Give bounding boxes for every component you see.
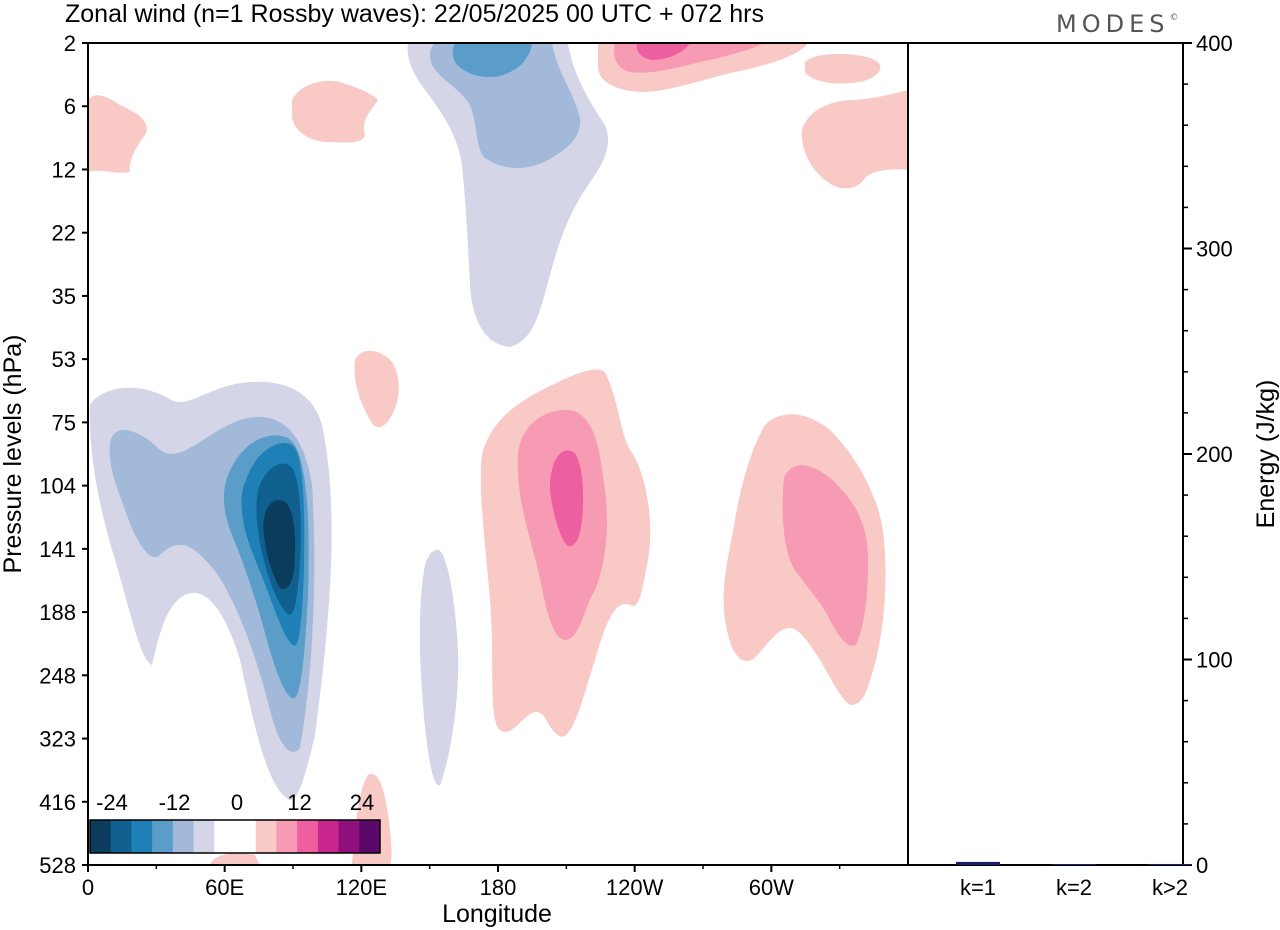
neg-streak-4 <box>419 549 459 786</box>
colorbar-swatch <box>359 820 381 853</box>
energy-tick-label: 200 <box>1196 442 1233 467</box>
energy-tick-label: 100 <box>1196 648 1233 673</box>
colorbar-swatch <box>297 820 319 853</box>
y-tick-label: 2 <box>64 31 76 56</box>
y-tick-label: 323 <box>39 727 76 752</box>
colorbar-label: 12 <box>287 790 311 815</box>
y-tick-label: 6 <box>64 94 76 119</box>
x-tick-label: 120W <box>606 875 664 900</box>
y-tick-label: 248 <box>39 663 76 688</box>
bar-category-label: k=2 <box>1056 875 1092 900</box>
brand-logo: MODES© <box>1056 10 1183 38</box>
colorbar-label: 24 <box>350 790 374 815</box>
y-tick-label: 22 <box>52 221 76 246</box>
copyright-mark: © <box>1169 13 1183 23</box>
colorbar-swatch <box>90 820 112 853</box>
y-tick-label: 35 <box>52 284 76 309</box>
y-tick-label: 53 <box>52 347 76 372</box>
x-tick-label: 120E <box>336 875 387 900</box>
colorbar-swatch <box>338 820 360 853</box>
y-tick-label: 104 <box>39 474 76 499</box>
neg-strat-12 <box>452 43 532 78</box>
x-tick-label: 60W <box>749 875 794 900</box>
energy-bar <box>1148 863 1192 865</box>
x-tick-label: 0 <box>82 875 94 900</box>
colorbar: -24 -12 0 12 24 <box>89 790 381 854</box>
energy-bar <box>1052 864 1096 865</box>
energy-tick-label: 0 <box>1196 853 1208 878</box>
pos-patch-surface-b <box>210 853 260 865</box>
pressure-axis: 2 6 12 22 35 53 75 104 141 188 248 323 416 528 <box>39 31 88 878</box>
x-tick-label: 60E <box>205 875 244 900</box>
colorbar-swatch <box>152 820 174 853</box>
y-tick-label: 141 <box>39 537 76 562</box>
bar-category-label: k=1 <box>960 875 996 900</box>
x-axis-label: Longitude <box>442 900 552 928</box>
colorbar-swatch <box>172 820 195 853</box>
colorbar-swatch <box>110 820 132 853</box>
colorbar-swatch <box>255 820 277 853</box>
pos-patch-mid-a <box>354 350 399 428</box>
colorbar-swatch <box>214 820 236 853</box>
pos-patch-strat-c <box>801 90 908 189</box>
bar-category-label: k>2 <box>1152 875 1188 900</box>
pos-strat-12-east <box>636 43 690 60</box>
colorbar-label: -12 <box>159 790 191 815</box>
colorbar-swatch <box>276 820 298 853</box>
pos-patch-west <box>88 95 147 173</box>
longitude-axis: 0 60E 120E 180 120W 60W <box>82 865 841 900</box>
energy-axis: 0 100 200 300 400 <box>1183 31 1233 878</box>
y-tick-label: 12 <box>52 157 76 182</box>
colorbar-swatch <box>235 820 257 853</box>
pos-patch-strat-a <box>292 80 378 143</box>
colorbar-label: -24 <box>96 790 128 815</box>
energy-bar <box>956 861 1000 865</box>
y-axis-label: Pressure levels (hPa) <box>0 335 27 574</box>
energy-bars: k=1 k=2 k>2 <box>956 861 1192 900</box>
neg-strat-8 <box>429 43 581 168</box>
energy-tick-label: 300 <box>1196 237 1233 262</box>
colorbar-swatch <box>317 820 340 853</box>
colorbar-swatch <box>193 820 215 853</box>
x-tick-label: 180 <box>480 875 517 900</box>
colorbar-frame <box>89 819 381 854</box>
pos-level-12-mid <box>550 450 584 547</box>
energy-tick-label: 400 <box>1196 31 1233 56</box>
neg-level-24 <box>263 500 296 590</box>
contour-field <box>88 43 908 865</box>
y-tick-label: 75 <box>52 410 76 435</box>
chart-title: Zonal wind (n=1 Rossby waves): 22/05/202… <box>65 0 764 28</box>
y-tick-label: 528 <box>39 853 76 878</box>
colorbar-label: 0 <box>231 790 243 815</box>
pos-level-8-east <box>782 465 868 646</box>
pos-patch-strat-b <box>805 53 881 84</box>
y-tick-label: 416 <box>39 790 76 815</box>
colorbar-swatch <box>131 820 153 853</box>
energy-axis-label: Energy (J/kg) <box>1252 380 1280 529</box>
y-tick-label: 188 <box>39 600 76 625</box>
